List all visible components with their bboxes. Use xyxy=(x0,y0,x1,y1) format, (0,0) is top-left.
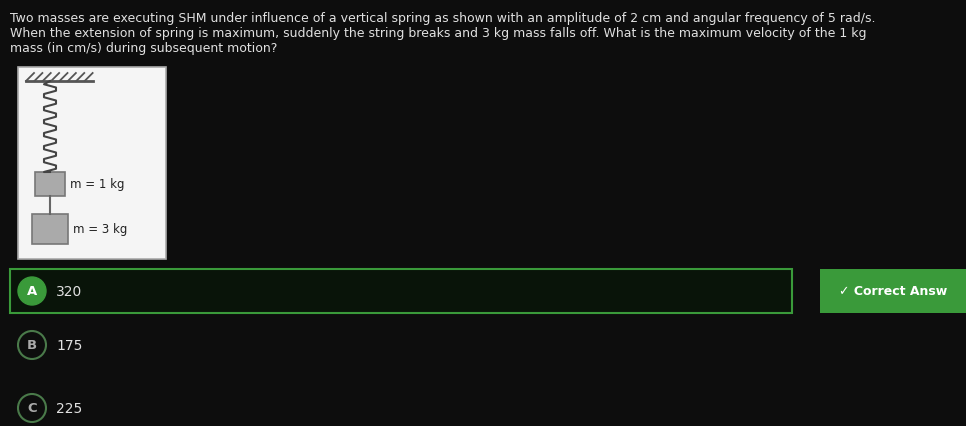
Text: ✓ Correct Answ: ✓ Correct Answ xyxy=(838,285,947,298)
Text: When the extension of spring is maximum, suddenly the string breaks and 3 kg mas: When the extension of spring is maximum,… xyxy=(10,27,867,40)
FancyBboxPatch shape xyxy=(18,68,166,259)
Text: m = 1 kg: m = 1 kg xyxy=(70,178,125,191)
Text: 225: 225 xyxy=(56,401,82,415)
Text: 320: 320 xyxy=(56,284,82,298)
FancyBboxPatch shape xyxy=(10,269,792,313)
Text: m = 3 kg: m = 3 kg xyxy=(73,223,128,236)
Text: mass (in cm/s) during subsequent motion?: mass (in cm/s) during subsequent motion? xyxy=(10,42,277,55)
Text: 175: 175 xyxy=(56,338,82,352)
Text: A: A xyxy=(27,285,37,298)
FancyBboxPatch shape xyxy=(820,269,966,313)
FancyBboxPatch shape xyxy=(32,215,68,245)
Text: Two masses are executing SHM under influence of a vertical spring as shown with : Two masses are executing SHM under influ… xyxy=(10,12,875,25)
Text: C: C xyxy=(27,402,37,414)
Circle shape xyxy=(18,277,46,305)
Text: B: B xyxy=(27,339,37,352)
FancyBboxPatch shape xyxy=(35,173,65,196)
